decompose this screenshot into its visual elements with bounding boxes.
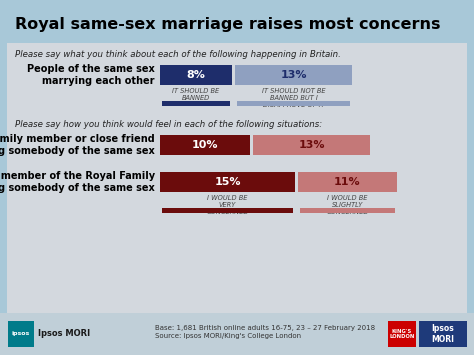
Bar	[8, 321, 34, 347]
Text: People of the same sex
marrying each other: People of the same sex marrying each oth…	[27, 64, 155, 86]
Bar	[162, 208, 293, 213]
Text: IT SHOULD NOT BE
BANNED BUT I
DISAPPROVE OF IT: IT SHOULD NOT BE BANNED BUT I DISAPPROVE…	[262, 88, 325, 108]
Text: Please say how you think would feel in each of the following situations:: Please say how you think would feel in e…	[15, 120, 322, 129]
Bar	[160, 65, 232, 85]
Text: A member of the Royal Family
marrying somebody of the same sex: A member of the Royal Family marrying so…	[0, 171, 155, 193]
Text: 11%: 11%	[334, 177, 361, 187]
Bar	[235, 65, 352, 85]
Text: 8%: 8%	[187, 70, 205, 80]
Bar	[419, 321, 467, 347]
Bar	[160, 172, 295, 192]
Text: 10%: 10%	[192, 140, 218, 150]
Text: KING'S
LONDON: KING'S LONDON	[389, 329, 415, 339]
Bar	[162, 101, 230, 106]
Text: IT SHOULD BE
BANNED: IT SHOULD BE BANNED	[173, 88, 219, 101]
Text: Ipsos
MORI: Ipsos MORI	[431, 324, 455, 344]
Text: 15%: 15%	[214, 177, 241, 187]
Text: Ipsos MORI: Ipsos MORI	[38, 329, 90, 339]
Text: 13%: 13%	[280, 70, 307, 80]
Bar	[388, 321, 416, 347]
Text: Base: 1,681 British online adults 16-75, 23 – 27 February 2018
Source: Ipsos MOR: Base: 1,681 British online adults 16-75,…	[155, 325, 375, 339]
Bar	[0, 313, 474, 355]
Bar	[298, 172, 397, 192]
Text: I WOULD BE
VERY
CONCERNED: I WOULD BE VERY CONCERNED	[206, 195, 249, 215]
Bar	[237, 101, 350, 106]
Text: Royal same-sex marriage raises most concerns: Royal same-sex marriage raises most conc…	[15, 17, 440, 32]
Bar	[300, 208, 395, 213]
Text: ipsos: ipsos	[12, 332, 30, 337]
Text: Please say what you think about each of the following happening in Britain.: Please say what you think about each of …	[15, 50, 341, 59]
Text: I WOULD BE
SLIGHTLY
CONCERNED: I WOULD BE SLIGHTLY CONCERNED	[326, 195, 369, 215]
Bar	[253, 135, 370, 155]
Bar	[160, 135, 250, 155]
Text: A family member or close friend
marrying somebody of the same sex: A family member or close friend marrying…	[0, 134, 155, 156]
Bar	[7, 43, 467, 313]
Text: 13%: 13%	[298, 140, 325, 150]
